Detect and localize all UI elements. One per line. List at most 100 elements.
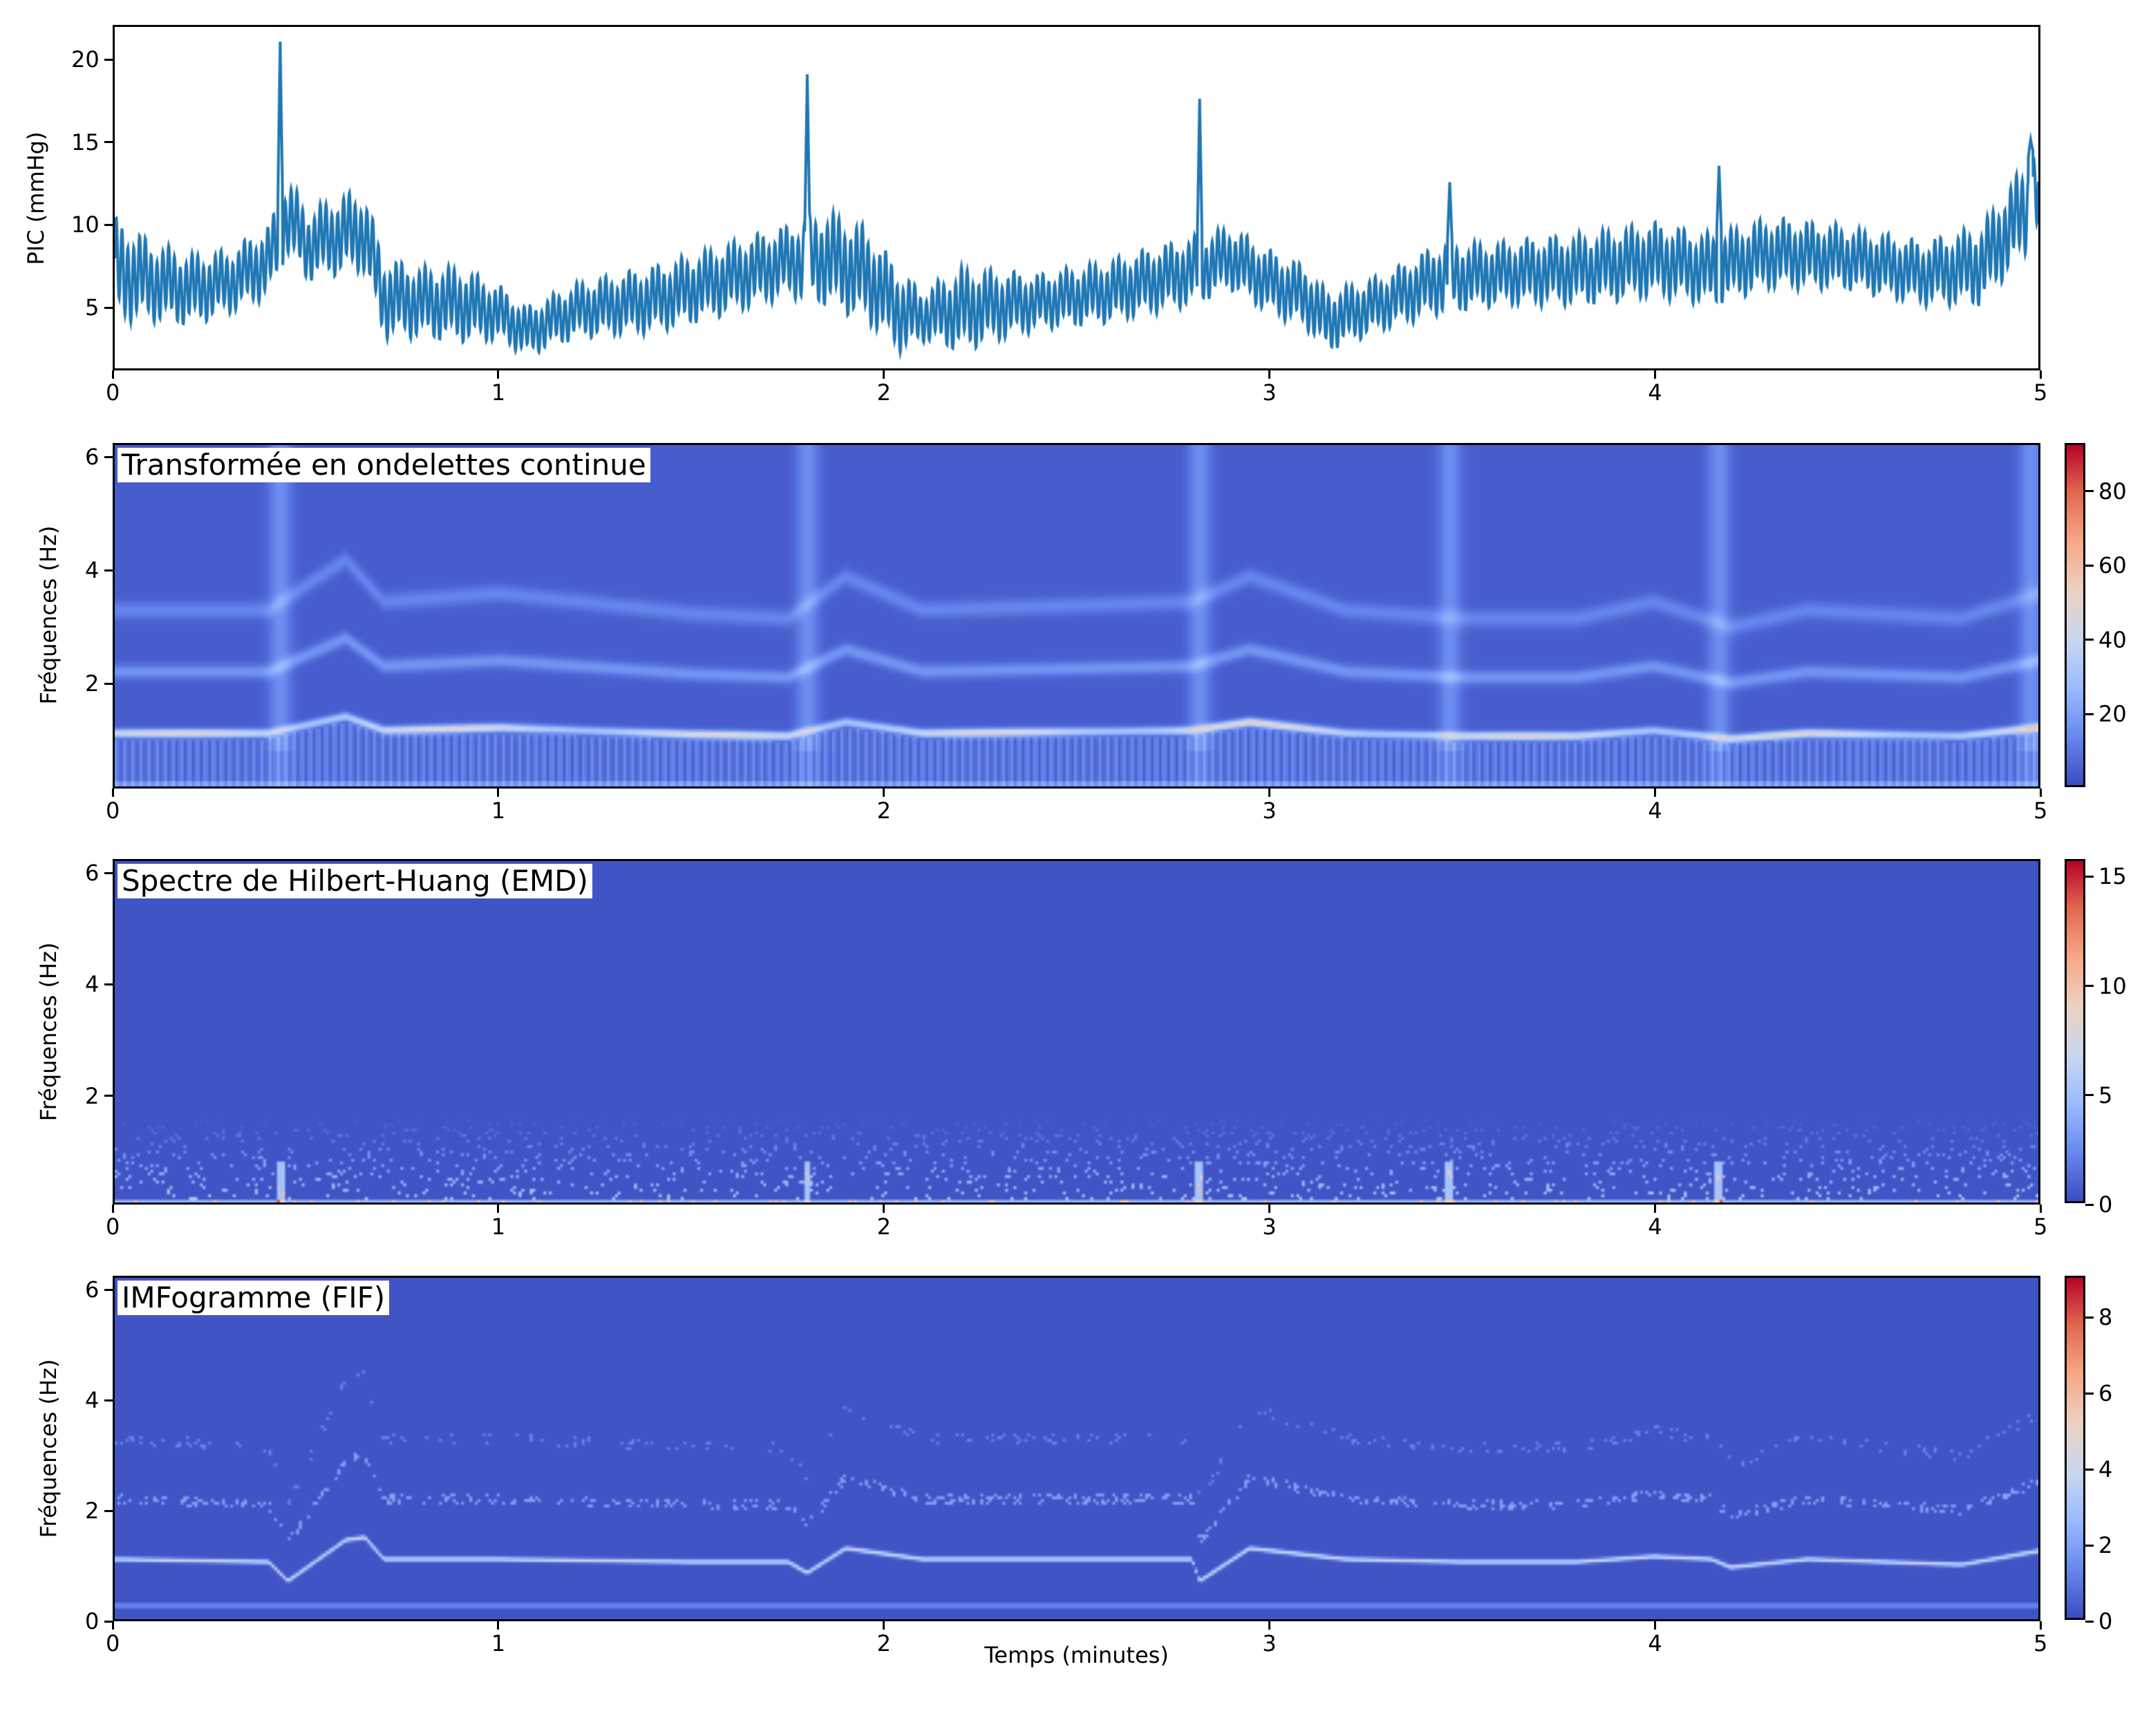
x-tick-label: 2 <box>876 379 891 406</box>
colorbar-tick <box>2085 875 2094 878</box>
y-tick <box>104 871 113 874</box>
colorbar-tick <box>2085 1094 2094 1097</box>
colorbar-tick-label: 4 <box>2098 1456 2113 1483</box>
y-tick <box>104 569 113 572</box>
x-tick <box>497 1621 500 1630</box>
x-tick-label: 5 <box>2033 379 2048 406</box>
colorbar-tick-label: 6 <box>2098 1380 2113 1407</box>
x-tick <box>497 1205 500 1213</box>
x-tick <box>1653 1621 1656 1630</box>
y-tick-label: 4 <box>85 1387 100 1413</box>
cwt-heatmap-axes: Transformée en ondelettes continue <box>113 443 2040 789</box>
icp-signal-axes <box>113 25 2040 370</box>
colorbar-tick <box>2085 985 2094 988</box>
x-tick <box>1653 1205 1656 1213</box>
colorbar-tick-label: 5 <box>2098 1082 2113 1108</box>
colorbar-tick <box>2085 1544 2094 1547</box>
x-tick <box>1268 789 1270 797</box>
y-tick <box>104 1620 113 1623</box>
fif-title: IMFogramme (FIF) <box>118 1281 390 1316</box>
colorbar-tick <box>2085 564 2094 567</box>
colorbar-tick <box>2085 1316 2094 1319</box>
x-axis-label: Temps (minutes) <box>984 1642 1169 1668</box>
y-tick-label: 2 <box>85 670 100 697</box>
y-tick <box>104 223 113 226</box>
y-tick <box>104 1399 113 1402</box>
x-tick <box>2039 370 2042 379</box>
colorbar-tick-label: 20 <box>2098 701 2127 728</box>
x-tick <box>883 789 885 797</box>
colorbar-tick <box>2085 490 2094 493</box>
hht-heatmap-axes: Spectre de Hilbert-Huang (EMD) <box>113 859 2040 1205</box>
y-tick-label: 6 <box>85 860 100 887</box>
colorbar-tick-label: 8 <box>2098 1304 2113 1331</box>
y-tick <box>104 455 113 458</box>
y-tick-label: 10 <box>71 211 100 238</box>
colorbar-tick <box>2085 1203 2094 1206</box>
cwt-title: Transformée en ondelettes continue <box>118 448 650 483</box>
x-tick <box>111 1205 114 1213</box>
x-tick-label: 4 <box>1648 798 1662 824</box>
x-tick-label: 3 <box>1262 1214 1277 1240</box>
x-tick <box>1653 370 1656 379</box>
y-tick <box>104 1509 113 1512</box>
x-tick-label: 4 <box>1648 379 1662 406</box>
x-tick-label: 3 <box>1262 798 1277 824</box>
fif-y-label: Fréquences (Hz) <box>35 1359 62 1538</box>
x-tick-label: 1 <box>491 1214 506 1240</box>
x-tick-label: 3 <box>1262 1630 1277 1657</box>
x-tick <box>2039 1205 2042 1213</box>
x-tick <box>111 789 114 797</box>
hht-heatmap <box>115 861 2038 1202</box>
y-tick-label: 20 <box>71 46 100 73</box>
cwt-colorbar <box>2065 443 2085 787</box>
y-tick <box>104 1095 113 1097</box>
x-tick-label: 2 <box>876 798 891 824</box>
icp-y-label: PIC (mmHg) <box>23 131 49 265</box>
colorbar-tick <box>2085 1392 2094 1395</box>
fif-heatmap-axes: IMFogramme (FIF) <box>113 1276 2040 1621</box>
colorbar-tick-label: 0 <box>2098 1191 2113 1218</box>
y-tick-label: 0 <box>85 1608 100 1634</box>
colorbar-tick-label: 80 <box>2098 478 2127 504</box>
y-tick-label: 4 <box>85 557 100 584</box>
x-tick <box>1268 1621 1270 1630</box>
colorbar-tick-label: 10 <box>2098 972 2127 999</box>
x-tick-label: 0 <box>106 379 120 406</box>
fif-heatmap <box>115 1278 2038 1619</box>
x-tick <box>1268 370 1270 379</box>
x-tick <box>883 1621 885 1630</box>
x-tick-label: 2 <box>876 1214 891 1240</box>
x-tick-label: 4 <box>1648 1630 1662 1657</box>
icp-signal-line <box>115 27 2038 368</box>
y-tick-label: 4 <box>85 971 100 998</box>
colorbar-tick <box>2085 1468 2094 1471</box>
colorbar-tick <box>2085 639 2094 641</box>
y-tick-label: 5 <box>85 294 100 321</box>
y-tick <box>104 58 113 61</box>
y-tick-label: 6 <box>85 1276 100 1303</box>
x-tick <box>497 370 500 379</box>
x-tick <box>111 370 114 379</box>
x-tick-label: 1 <box>491 1630 506 1657</box>
y-tick-label: 2 <box>85 1498 100 1524</box>
y-tick <box>104 983 113 985</box>
colorbar-tick-label: 60 <box>2098 552 2127 579</box>
x-tick-label: 2 <box>876 1630 891 1657</box>
y-tick <box>104 682 113 685</box>
x-tick-label: 5 <box>2033 1214 2048 1240</box>
x-tick-label: 4 <box>1648 1214 1662 1240</box>
hht-title: Spectre de Hilbert-Huang (EMD) <box>118 864 592 899</box>
x-tick-label: 1 <box>491 379 506 406</box>
x-tick-label: 0 <box>106 1630 120 1657</box>
colorbar-tick <box>2085 713 2094 715</box>
y-tick <box>104 141 113 144</box>
x-tick <box>1268 1205 1270 1213</box>
fif-colorbar <box>2065 1276 2085 1620</box>
x-tick-label: 0 <box>106 1214 120 1240</box>
colorbar-tick-label: 2 <box>2098 1532 2113 1559</box>
y-tick <box>104 306 113 309</box>
x-tick-label: 1 <box>491 798 506 824</box>
x-tick <box>1653 789 1656 797</box>
x-tick <box>111 1621 114 1630</box>
